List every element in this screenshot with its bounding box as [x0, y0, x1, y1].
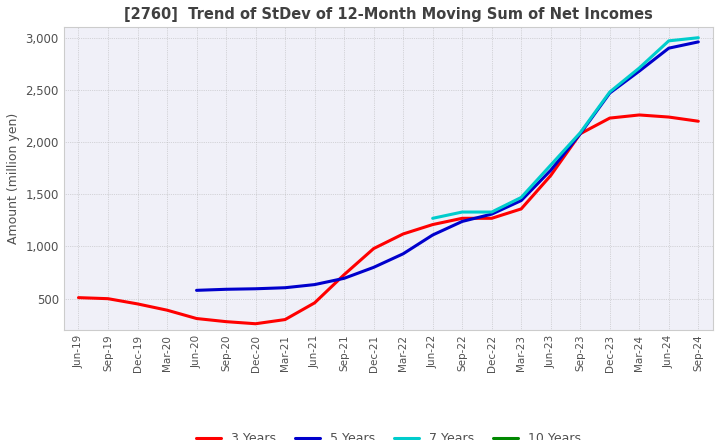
- Line: 5 Years: 5 Years: [197, 42, 698, 290]
- 7 Years: [694, 35, 703, 40]
- 3 Years: [576, 131, 585, 136]
- 5 Years: [340, 276, 348, 281]
- 3 Years: [694, 119, 703, 124]
- 5 Years: [576, 131, 585, 136]
- 5 Years: [399, 251, 408, 257]
- 3 Years: [369, 246, 378, 251]
- Line: 3 Years: 3 Years: [78, 115, 698, 324]
- 7 Years: [517, 195, 526, 200]
- 5 Years: [281, 285, 289, 290]
- 5 Years: [487, 212, 496, 217]
- 3 Years: [74, 295, 83, 300]
- 5 Years: [458, 219, 467, 224]
- 3 Years: [281, 317, 289, 322]
- 7 Years: [458, 209, 467, 215]
- 3 Years: [517, 206, 526, 212]
- 7 Years: [665, 38, 673, 44]
- 3 Years: [665, 114, 673, 120]
- 5 Years: [546, 168, 555, 173]
- 3 Years: [310, 300, 319, 305]
- 7 Years: [428, 216, 437, 221]
- 5 Years: [369, 265, 378, 270]
- 3 Years: [340, 272, 348, 277]
- 7 Years: [546, 162, 555, 168]
- 3 Years: [635, 112, 644, 117]
- Title: [2760]  Trend of StDev of 12-Month Moving Sum of Net Incomes: [2760] Trend of StDev of 12-Month Moving…: [124, 7, 653, 22]
- 5 Years: [635, 69, 644, 74]
- 7 Years: [635, 66, 644, 71]
- 7 Years: [487, 209, 496, 215]
- 5 Years: [251, 286, 260, 291]
- 3 Years: [606, 115, 614, 121]
- 3 Years: [133, 301, 142, 307]
- Y-axis label: Amount (million yen): Amount (million yen): [7, 113, 20, 244]
- 5 Years: [310, 282, 319, 287]
- 3 Years: [104, 296, 112, 301]
- 3 Years: [546, 173, 555, 178]
- 5 Years: [222, 286, 230, 292]
- Line: 7 Years: 7 Years: [433, 38, 698, 218]
- 5 Years: [192, 288, 201, 293]
- Legend: 3 Years, 5 Years, 7 Years, 10 Years: 3 Years, 5 Years, 7 Years, 10 Years: [191, 427, 585, 440]
- 3 Years: [428, 222, 437, 227]
- 5 Years: [428, 232, 437, 238]
- 5 Years: [606, 90, 614, 95]
- 3 Years: [487, 216, 496, 221]
- 3 Years: [399, 231, 408, 237]
- 3 Years: [163, 308, 171, 313]
- 3 Years: [458, 216, 467, 221]
- 5 Years: [517, 198, 526, 203]
- 3 Years: [222, 319, 230, 324]
- 7 Years: [576, 130, 585, 136]
- 3 Years: [192, 316, 201, 321]
- 3 Years: [251, 321, 260, 326]
- 5 Years: [665, 45, 673, 51]
- 5 Years: [694, 39, 703, 44]
- 7 Years: [606, 89, 614, 95]
